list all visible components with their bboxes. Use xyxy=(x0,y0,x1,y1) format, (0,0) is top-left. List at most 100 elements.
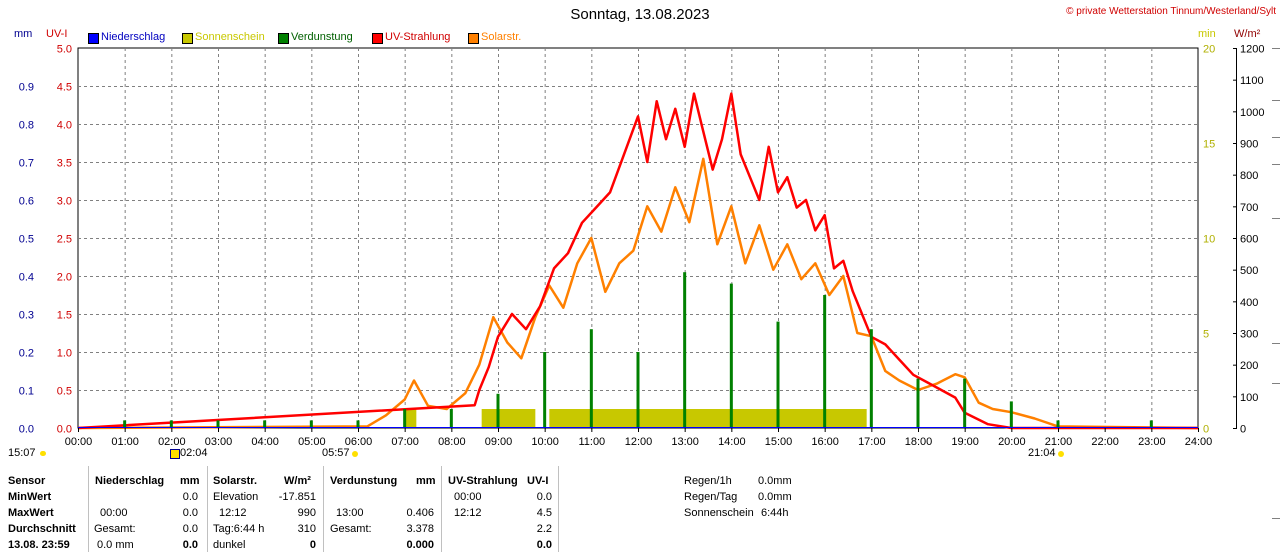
legend-label-2: Verdunstung xyxy=(291,31,353,43)
extra-rain-1h-value: 0.0mm xyxy=(758,475,792,487)
uv-unit: UV-I xyxy=(527,475,549,487)
rain-r1-time: 00:00 xyxy=(100,507,128,519)
solar-r2-time: 12:12 xyxy=(219,507,247,519)
moonrise-time: 02:04 xyxy=(180,447,208,459)
y-uv-tick-5: 2.5 xyxy=(57,234,72,246)
y-mm-tick-4: 0.4 xyxy=(19,272,34,284)
x-tick-label-20: 20:00 xyxy=(998,436,1026,448)
y-uv-tick-1: 0.5 xyxy=(57,386,72,398)
legend-swatch-1 xyxy=(182,33,193,44)
y-mm-tick-0: 0.0 xyxy=(19,424,34,436)
chart-axes: 00:00 01:00 02:00 03:00 04:00 05:00 06:00 07:00… xyxy=(19,44,1265,449)
uv-line xyxy=(77,92,1198,430)
scroll-track[interactable] xyxy=(1272,40,1280,552)
sunrise-time: 05:57 xyxy=(322,447,350,459)
evap-spike-15 xyxy=(823,295,827,428)
x-tick-label-12: 12:00 xyxy=(625,436,653,448)
uv-r4-val: 0.0 xyxy=(536,539,552,551)
y-uv-tick-8: 4.0 xyxy=(57,120,72,132)
sensor-head: Sensor xyxy=(8,475,46,487)
x-tick-label-21: 21:00 xyxy=(1045,436,1073,448)
evap-r2-val: 0.406 xyxy=(406,507,434,519)
y-wm2-tick-9: 900 xyxy=(1240,139,1258,151)
y-uv-tick-4: 2.0 xyxy=(57,272,72,284)
extra-rain-day-value: 0.0mm xyxy=(758,491,792,503)
y-mm-tick-6: 0.6 xyxy=(19,196,34,208)
sunset-time: 21:04 xyxy=(1028,447,1056,459)
legend-swatch-4 xyxy=(468,33,479,44)
evap-r2-time: 13:00 xyxy=(336,507,364,519)
legend-label-1: Sonnenschein xyxy=(195,31,265,43)
y-wm2-tick-5: 500 xyxy=(1240,265,1258,277)
sensor-row-max: MaxWert xyxy=(8,507,54,519)
x-tick-label-14: 14:00 xyxy=(718,436,746,448)
solar-head: Solarstr. xyxy=(213,475,258,487)
sunset-icon xyxy=(1058,451,1064,457)
evap-spike-4 xyxy=(309,420,313,428)
uv-r3-val: 2.2 xyxy=(536,523,552,535)
x-tick-label-2: 02:00 xyxy=(158,436,186,448)
y-min-tick-0: 0 xyxy=(1203,424,1209,436)
x-tick-label-4: 04:00 xyxy=(251,436,279,448)
legend-label-0: Niederschlag xyxy=(101,31,166,43)
solar-r3-label: Tag:6:44 h xyxy=(213,523,265,535)
y-min-tick-3: 15 xyxy=(1203,139,1215,151)
x-tick-label-3: 03:00 xyxy=(205,436,233,448)
evap-spike-6 xyxy=(403,409,407,428)
y-uv-tick-2: 1.0 xyxy=(57,348,72,360)
y-wm2-tick-11: 1100 xyxy=(1240,75,1264,87)
evap-head: Verdunstung xyxy=(330,475,398,487)
x-tick-label-0: 00:00 xyxy=(65,436,93,448)
rain-head: Niederschlag xyxy=(95,475,165,487)
x-tick-label-17: 17:00 xyxy=(858,436,886,448)
evap-spike-1 xyxy=(169,420,173,428)
evap-spike-11 xyxy=(636,352,640,428)
x-tick-label-18: 18:00 xyxy=(905,436,933,448)
solar-r3-val: 310 xyxy=(297,523,316,535)
y-wm2-tick-0: 0 xyxy=(1240,424,1246,436)
moonset-icon xyxy=(40,451,46,456)
x-tick-label-16: 16:00 xyxy=(811,436,839,448)
sensor-row-avg: Durchschnitt xyxy=(8,523,76,535)
extra-rain-day-label: Regen/Tag xyxy=(684,491,738,503)
x-tick-label-15: 15:00 xyxy=(765,436,793,448)
weather-chart: 00:00 01:00 02:00 03:00 04:00 05:00 06:00 07:00… xyxy=(19,44,1265,449)
y-uv-tick-3: 1.5 xyxy=(57,310,72,322)
evap-r4-val: 0.000 xyxy=(406,539,434,551)
rain-unit: mm xyxy=(180,475,200,487)
unit-min-label: min xyxy=(1198,28,1216,40)
evap-spike-16 xyxy=(869,329,873,428)
y-wm2-tick-7: 700 xyxy=(1240,202,1258,214)
solar-unit: W/m² xyxy=(284,475,311,487)
x-tick-label-10: 10:00 xyxy=(531,436,559,448)
moonrise-icon xyxy=(170,449,180,459)
x-tick-label-9: 09:00 xyxy=(485,436,513,448)
solar-r1-label: Elevation xyxy=(213,491,259,503)
evap-spike-5 xyxy=(356,420,360,428)
y-uv-tick-6: 3.0 xyxy=(57,196,72,208)
rain-r1-val: 0.0 xyxy=(182,507,198,519)
evap-spike-12 xyxy=(683,272,687,428)
extra-sunshine-value: 6:44h xyxy=(761,507,789,519)
uv-r2-val: 4.5 xyxy=(536,507,552,519)
unit-mm-label: mm xyxy=(14,28,33,40)
evap-r3-val: 3.378 xyxy=(406,523,434,535)
evap-spike-2 xyxy=(216,420,220,428)
y-uv-tick-0: 0.0 xyxy=(57,424,72,436)
solar-r4-label: dunkel xyxy=(213,539,246,551)
y-min-tick-2: 10 xyxy=(1203,234,1215,246)
sensor-row-min: MinWert xyxy=(8,491,52,503)
y-wm2-tick-2: 200 xyxy=(1240,360,1258,372)
x-tick-label-11: 11:00 xyxy=(578,436,605,448)
x-tick-label-24: 24:00 xyxy=(1185,436,1213,448)
y-min-tick-4: 20 xyxy=(1203,44,1215,56)
y-wm2-tick-1: 100 xyxy=(1240,392,1258,404)
y-uv-tick-9: 4.5 xyxy=(57,82,72,94)
unit-wm2-label: W/m² xyxy=(1234,28,1261,40)
legend-swatch-0 xyxy=(88,33,99,44)
sunshine-bar-0 xyxy=(404,409,417,428)
x-tick-label-1: 01:00 xyxy=(111,436,139,448)
evap-spike-20 xyxy=(1056,420,1060,428)
legend-label-4: Solarstr. xyxy=(481,31,522,43)
chart-bars xyxy=(404,409,867,428)
